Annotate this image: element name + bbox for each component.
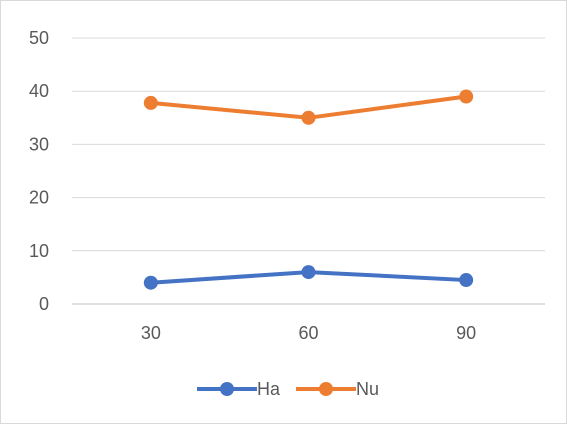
data-point-nu xyxy=(301,110,316,125)
y-tick-label: 0 xyxy=(39,294,49,314)
legend-marker-nu xyxy=(319,382,333,396)
x-tick-label: 60 xyxy=(298,323,318,343)
y-tick-label: 50 xyxy=(29,28,49,48)
data-point-ha xyxy=(459,273,474,288)
data-point-nu xyxy=(459,89,474,104)
legend-label-ha: Ha xyxy=(257,379,281,399)
legend-label-nu: Nu xyxy=(356,379,379,399)
x-tick-label: 90 xyxy=(456,323,476,343)
y-tick-label: 30 xyxy=(29,134,49,154)
y-tick-label: 10 xyxy=(29,241,49,261)
y-tick-label: 40 xyxy=(29,81,49,101)
data-point-ha xyxy=(143,275,158,290)
data-point-ha xyxy=(301,265,316,280)
y-tick-label: 20 xyxy=(29,188,49,208)
legend-marker-ha xyxy=(220,382,234,396)
data-point-nu xyxy=(143,95,158,110)
x-tick-label: 30 xyxy=(141,323,161,343)
